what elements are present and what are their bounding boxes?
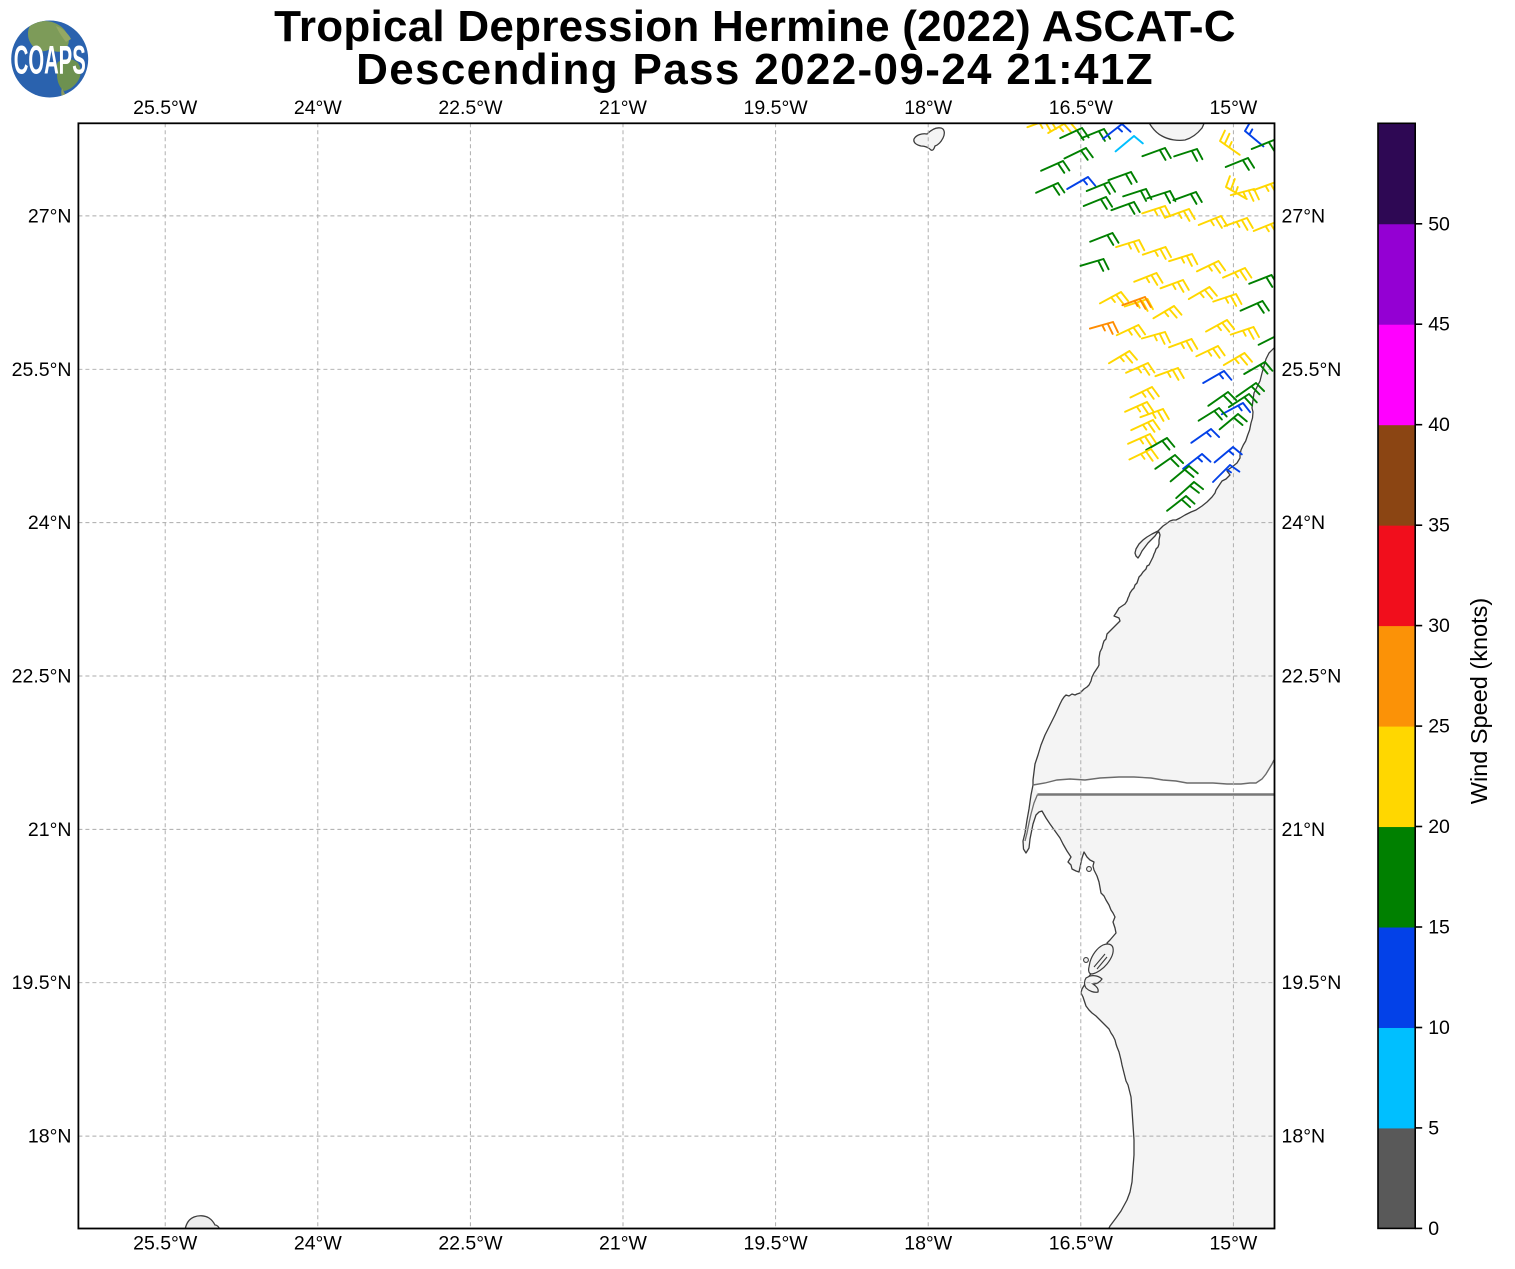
svg-text:30: 30	[1428, 615, 1450, 637]
svg-text:22.5°W: 22.5°W	[438, 97, 503, 119]
svg-text:10: 10	[1428, 1017, 1450, 1039]
svg-text:25.5°W: 25.5°W	[133, 97, 198, 119]
svg-text:21°N: 21°N	[28, 819, 72, 841]
svg-text:16.5°W: 16.5°W	[1049, 1233, 1114, 1255]
svg-text:20: 20	[1428, 816, 1450, 838]
svg-text:Tropical Depression Hermine (2: Tropical Depression Hermine (2022) ASCAT…	[274, 2, 1236, 51]
svg-text:21°W: 21°W	[599, 97, 647, 119]
svg-text:22.5°N: 22.5°N	[12, 666, 72, 688]
svg-text:18°N: 18°N	[28, 1126, 72, 1148]
svg-text:15°W: 15°W	[1209, 1233, 1257, 1255]
svg-text:19.5°N: 19.5°N	[12, 972, 72, 994]
svg-text:18°W: 18°W	[904, 1233, 952, 1255]
svg-text:24°W: 24°W	[294, 1233, 342, 1255]
svg-text:24°N: 24°N	[28, 512, 72, 534]
svg-text:19.5°N: 19.5°N	[1282, 972, 1342, 994]
svg-text:22.5°N: 22.5°N	[1282, 666, 1342, 688]
svg-text:19.5°W: 19.5°W	[744, 1233, 809, 1255]
svg-text:25.5°N: 25.5°N	[1282, 359, 1342, 381]
svg-text:18°W: 18°W	[904, 97, 952, 119]
svg-text:21°N: 21°N	[1282, 819, 1326, 841]
svg-text:15°W: 15°W	[1209, 97, 1257, 119]
svg-text:24°N: 24°N	[1282, 512, 1326, 534]
svg-text:0: 0	[1428, 1218, 1439, 1240]
svg-text:19.5°W: 19.5°W	[744, 97, 809, 119]
svg-text:45: 45	[1428, 314, 1450, 336]
svg-text:50: 50	[1428, 213, 1450, 235]
svg-text:35: 35	[1428, 515, 1450, 537]
svg-text:25.5°N: 25.5°N	[12, 359, 72, 381]
svg-text:22.5°W: 22.5°W	[438, 1233, 503, 1255]
svg-text:5: 5	[1428, 1117, 1439, 1139]
svg-text:25.5°W: 25.5°W	[133, 1233, 198, 1255]
svg-text:27°N: 27°N	[1282, 205, 1326, 227]
svg-text:18°N: 18°N	[1282, 1126, 1326, 1148]
svg-text:Descending Pass 2022-09-24 21:: Descending Pass 2022-09-24 21:41Z	[356, 45, 1154, 94]
svg-text:27°N: 27°N	[28, 205, 72, 227]
svg-text:40: 40	[1428, 414, 1450, 436]
svg-text:Wind Speed (knots): Wind Speed (knots)	[1466, 598, 1492, 804]
svg-text:25: 25	[1428, 716, 1450, 738]
svg-text:COAPS: COAPS	[14, 39, 86, 83]
svg-text:15: 15	[1428, 917, 1450, 939]
svg-text:21°W: 21°W	[599, 1233, 647, 1255]
svg-text:16.5°W: 16.5°W	[1049, 97, 1114, 119]
svg-text:24°W: 24°W	[294, 97, 342, 119]
